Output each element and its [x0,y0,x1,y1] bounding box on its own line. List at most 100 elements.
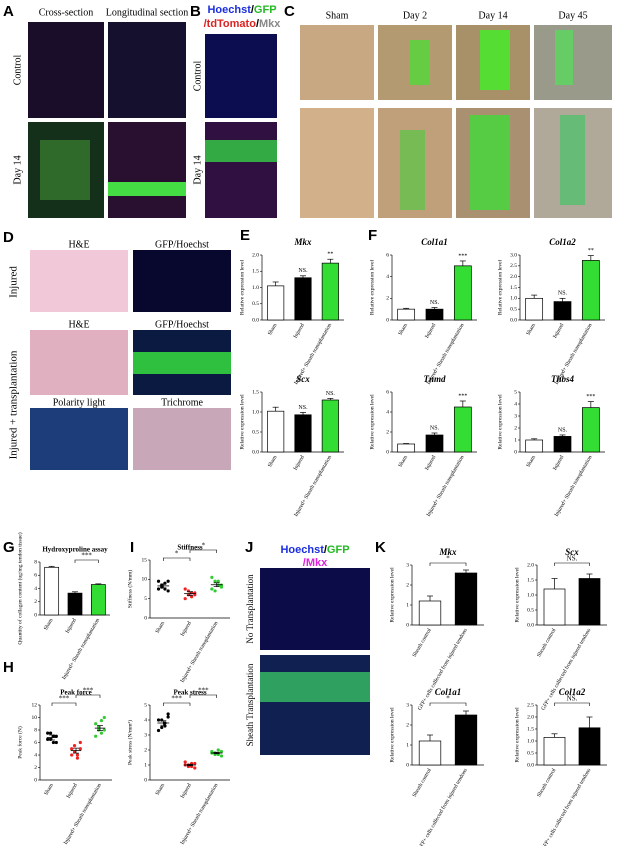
data-point [216,579,220,583]
chart-title: Stiffness [177,544,203,552]
image-panel [40,140,90,200]
data-point [183,597,187,601]
stain-part: / [324,544,327,556]
annotation: * [446,555,450,563]
chart-title: Mkx [293,237,312,247]
y-tick-label: 4 [386,274,389,280]
panel-label: H [3,659,14,676]
panel-label: B [190,3,201,20]
image-panel [108,122,186,218]
image-panel [260,568,370,650]
x-tick-label: Sham [526,454,538,468]
annotation: *** [458,393,467,399]
data-point [94,734,98,738]
bar [44,566,60,616]
y-axis-label: Peak stress (N/mm²) [126,720,133,765]
annotation: NS. [298,268,308,274]
data-point [166,712,170,716]
bracket [74,559,99,563]
bar [425,434,444,453]
row-label: Sheath Transplantation [245,663,255,746]
chart-title: Hydroxyproline assay [42,546,108,554]
stain-part: / [256,18,259,30]
y-tick-label: 6 [34,740,37,746]
bracket [429,562,467,566]
y-tick-label: 1.0 [252,409,259,415]
x-tick-label: Sham [267,322,279,336]
bracket [554,702,590,706]
error-bar [48,565,55,568]
image-panel [260,655,370,755]
y-tick-label: 10 [32,715,38,721]
x-tick-label: Sheath control [412,767,433,798]
annotation: NS. [558,291,568,297]
bar [543,588,566,626]
y-tick-label: 2 [386,429,389,435]
bar [397,308,416,321]
y-tick-label: 2 [386,296,389,302]
image-panel [560,115,585,205]
y-tick-label: 2 [144,747,147,753]
x-tick-label: Injured [424,322,437,339]
row-label: Injured + transplantation [8,350,20,459]
column-header: Day 14 [478,10,507,21]
y-tick-label: 0.0 [527,622,534,628]
panel-label: C [284,3,295,20]
y-axis-label: Relative expression level [239,259,245,315]
bracket [429,702,467,706]
stain-part: Hoechst [280,544,324,556]
data-point [156,728,161,733]
bar [553,436,572,453]
y-tick-label: 0.0 [252,317,259,323]
error-bar [459,400,466,407]
y-tick-label: 1 [406,742,409,748]
y-tick-label: 1.5 [527,577,534,583]
data-point [210,575,214,580]
stain-legend: /Mkx [303,557,328,569]
error-bar [586,716,593,728]
row-label: Injured [8,266,20,298]
image-panel [30,330,128,395]
data-point [219,754,224,758]
image-panel [480,30,510,90]
image-panel [205,140,277,162]
column-header: Day 45 [558,10,587,21]
bracket [554,562,590,566]
row-label: No Transplantation [245,574,255,644]
y-axis-label: Relative expression level [497,259,503,315]
x-tick-label: Injured [293,322,306,339]
bar [397,443,416,453]
x-tick-label: Injured [180,782,193,799]
bar [543,737,566,766]
x-tick-label: Injured [180,620,193,637]
y-tick-label: 2 [34,599,37,605]
stain-part: GFP [254,4,277,16]
bracket [163,702,191,706]
y-tick-label: 0.0 [252,449,259,455]
data-point [54,734,58,738]
bracket [75,694,101,698]
data-point [160,718,164,722]
error-bar [160,720,167,726]
error-bar [586,573,593,579]
data-point [193,761,197,766]
y-axis-label: Peak force (N) [16,726,23,759]
chart-title: Tnmd [423,374,446,384]
bar [578,578,601,626]
error-bar [327,398,334,400]
bar [553,301,572,321]
bar [453,406,472,453]
stain-part: Hoechst [207,4,251,16]
error-bar [300,412,306,415]
image-panel [260,672,370,702]
data-point [46,737,50,741]
data-point [72,750,77,754]
y-tick-label: 4 [34,586,37,592]
data-point [54,740,58,745]
y-tick-label: 0 [34,777,37,783]
annotation: *** [59,695,70,703]
y-tick-label: 2.5 [527,702,534,708]
data-point [51,740,56,745]
error-bar [160,583,167,589]
y-tick-label: 0 [144,615,147,621]
